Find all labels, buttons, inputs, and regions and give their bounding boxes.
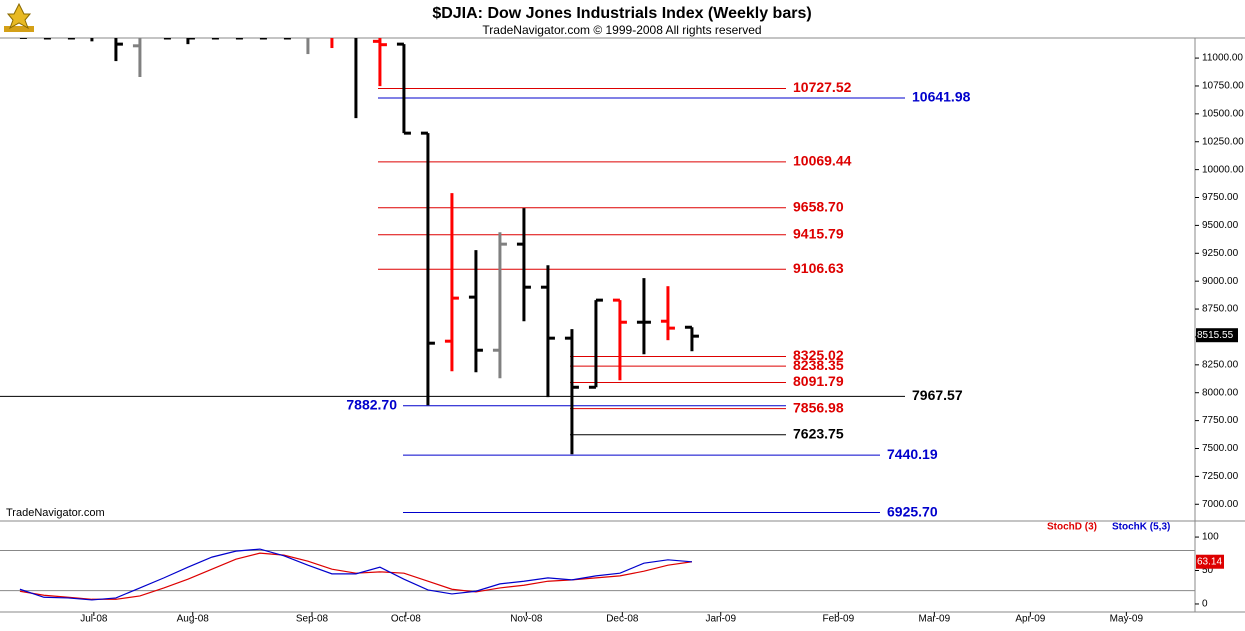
level-label: 8091.79 bbox=[793, 373, 844, 389]
y-tick-label: 8750.00 bbox=[1202, 304, 1239, 315]
x-tick-label: Jan-09 bbox=[705, 614, 736, 625]
stoch-line bbox=[19, 548, 692, 601]
level-label: 6925.70 bbox=[887, 503, 938, 519]
level-label: 7882.70 bbox=[346, 397, 397, 413]
y-tick-label: 7000.00 bbox=[1202, 499, 1239, 510]
y-tick-label: 9500.00 bbox=[1202, 220, 1239, 231]
level-label: 7856.98 bbox=[793, 399, 844, 415]
level-label: 7623.75 bbox=[793, 425, 844, 441]
x-tick-label: Aug-08 bbox=[177, 614, 210, 625]
level-label: 9658.70 bbox=[793, 198, 844, 214]
y-tick-label: 10000.00 bbox=[1202, 164, 1244, 175]
legend-label: StochD (3) bbox=[1047, 522, 1097, 533]
level-label: 10727.52 bbox=[793, 79, 852, 95]
y-tick-label: 8000.00 bbox=[1202, 387, 1239, 398]
y-tick-label: 50 bbox=[1202, 565, 1214, 576]
last-price-label: 8515.55 bbox=[1197, 330, 1234, 341]
stoch-panel bbox=[0, 548, 1195, 601]
level-label: 10069.44 bbox=[793, 153, 852, 169]
y-tick-label: 7750.00 bbox=[1202, 415, 1239, 426]
level-label: 9415.79 bbox=[793, 225, 844, 241]
level-label: 10641.98 bbox=[912, 89, 971, 105]
level-label: 9106.63 bbox=[793, 260, 844, 276]
level-label: 8325.02 bbox=[793, 347, 844, 363]
y-tick-label: 10250.00 bbox=[1202, 136, 1244, 147]
x-tick-label: Mar-09 bbox=[919, 614, 951, 625]
level-label: 7440.19 bbox=[887, 446, 938, 462]
y-tick-label: 7500.00 bbox=[1202, 443, 1239, 454]
y-tick-label: 9000.00 bbox=[1202, 276, 1239, 287]
watermark: TradeNavigator.com bbox=[6, 507, 105, 519]
y-tick-label: 100 bbox=[1202, 532, 1219, 543]
x-tick-label: Apr-09 bbox=[1015, 614, 1045, 625]
x-tick-label: Dec-08 bbox=[606, 614, 639, 625]
x-tick-label: Feb-09 bbox=[823, 614, 855, 625]
x-tick-label: May-09 bbox=[1110, 614, 1144, 625]
last-value-label: 63.14 bbox=[1197, 556, 1222, 567]
x-tick-label: Jul-08 bbox=[80, 614, 108, 625]
x-tick-label: Sep-08 bbox=[296, 614, 329, 625]
y-tick-label: 10750.00 bbox=[1202, 81, 1244, 92]
legend-label: StochK (5,3) bbox=[1112, 522, 1170, 533]
price-panel bbox=[0, 38, 905, 514]
y-tick-label: 10500.00 bbox=[1202, 108, 1244, 119]
x-tick-label: Nov-08 bbox=[510, 614, 543, 625]
level-label: 8238.35 bbox=[793, 357, 844, 373]
y-tick-label: 11000.00 bbox=[1202, 53, 1243, 64]
last-value-box bbox=[1196, 554, 1224, 569]
y-tick-label: 0 bbox=[1202, 599, 1208, 610]
y-tick-label: 7250.00 bbox=[1202, 471, 1239, 482]
y-tick-label: 9250.00 bbox=[1202, 248, 1239, 259]
level-label: 7967.57 bbox=[912, 387, 963, 403]
chart-title: $DJIA: Dow Jones Industrials Index (Week… bbox=[432, 5, 811, 22]
x-tick-label: Oct-08 bbox=[391, 614, 421, 625]
logo bbox=[4, 2, 34, 32]
y-tick-label: 9750.00 bbox=[1202, 192, 1239, 203]
last-price-box bbox=[1196, 328, 1238, 343]
chart-subtitle: TradeNavigator.com © 1999-2008 All right… bbox=[482, 23, 761, 37]
axes: 7000.00 7250.00 7500.00 7750.00 8000.00 8250.… bbox=[80, 53, 1244, 625]
y-tick-label: 8250.00 bbox=[1202, 359, 1239, 370]
stoch-line bbox=[19, 552, 693, 600]
